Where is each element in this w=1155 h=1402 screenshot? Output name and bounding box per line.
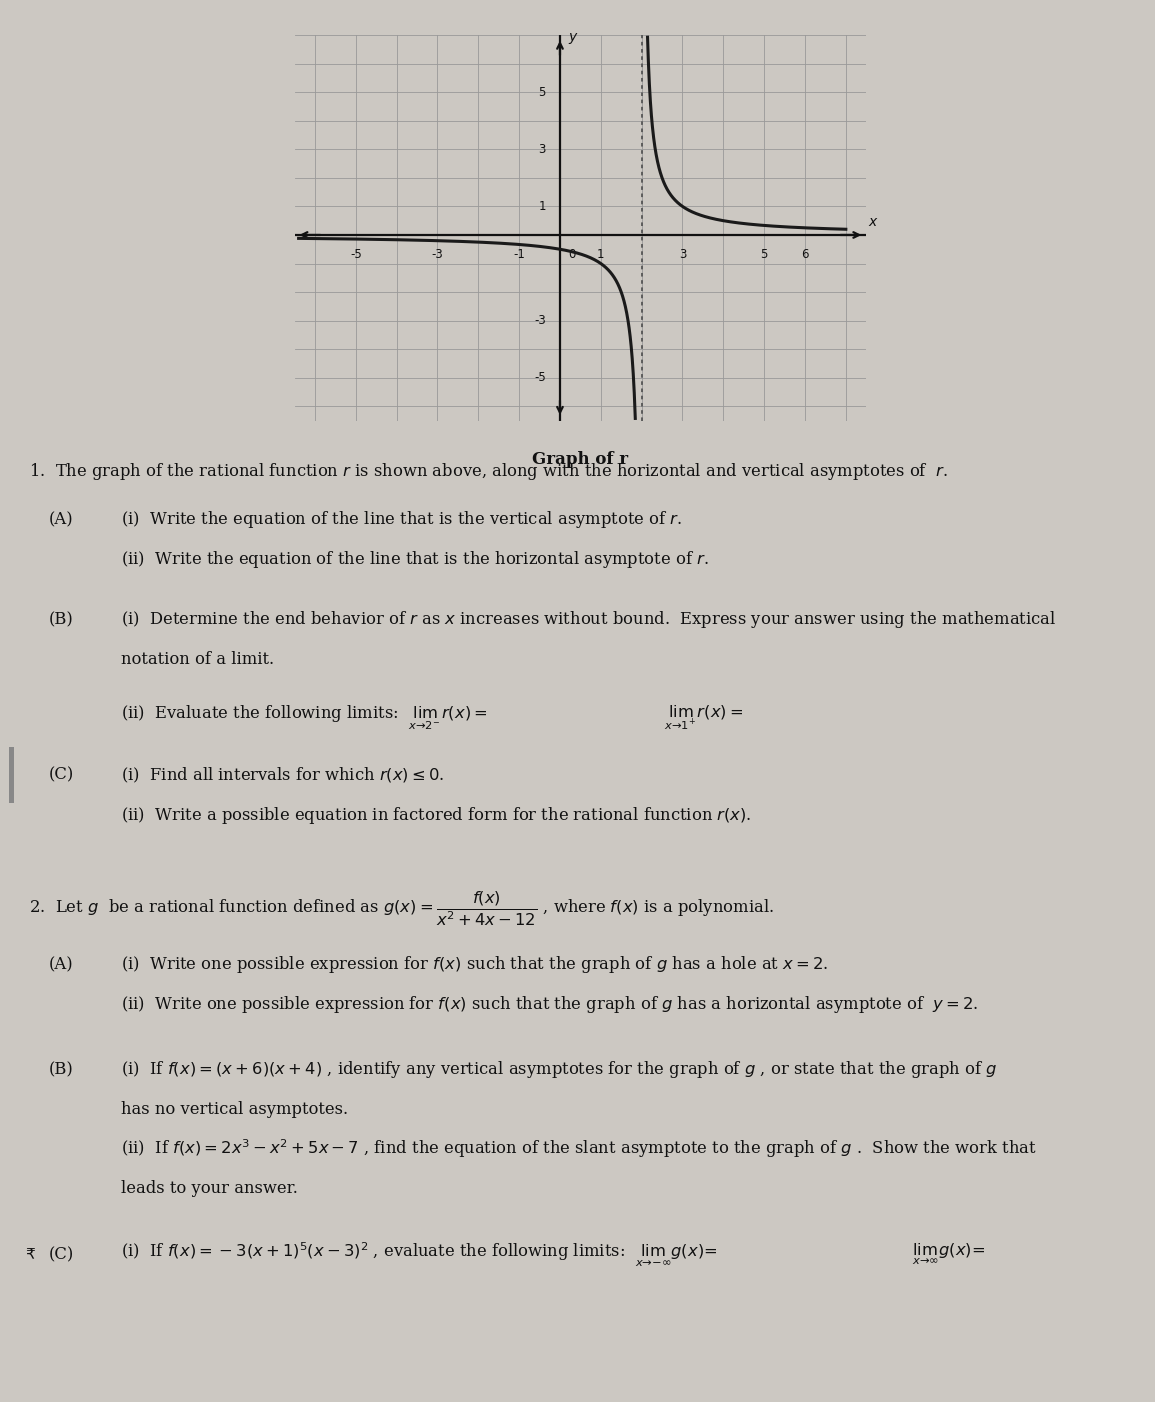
Text: (C): (C) [49,1246,74,1263]
Text: Graph of r: Graph of r [531,451,628,468]
Text: (i)  Write the equation of the line that is the vertical asymptote of $r$.: (i) Write the equation of the line that … [121,509,683,530]
Text: (ii)  Write one possible expression for $f(x)$ such that the graph of $g$ has a : (ii) Write one possible expression for $… [121,994,978,1015]
Text: 2.  Let $g$  be a rational function defined as $g(x)=\dfrac{f(x)}{x^2+4x-12}$ , : 2. Let $g$ be a rational function define… [29,889,774,928]
Text: 5: 5 [760,248,768,261]
Text: (A): (A) [49,510,73,529]
Text: 0: 0 [568,248,575,261]
Text: -5: -5 [350,248,362,261]
Text: (B): (B) [49,611,73,628]
Text: $\lim_{x\to 1^+}r(x)=$: $\lim_{x\to 1^+}r(x)=$ [664,704,744,732]
Text: $x$: $x$ [869,216,879,230]
Text: (i)  If $f(x)=-3(x+1)^5(x-3)^2$ , evaluate the following limits:  $\lim_{x\to -\: (i) If $f(x)=-3(x+1)^5(x-3)^2$ , evaluat… [121,1241,717,1269]
Text: notation of a limit.: notation of a limit. [121,651,275,669]
Text: (ii)  Write the equation of the line that is the horizontal asymptote of $r$.: (ii) Write the equation of the line that… [121,550,709,569]
Text: (C): (C) [49,767,74,784]
Text: 6: 6 [802,248,808,261]
Text: $\lim_{x\to\infty}g(x)=$: $\lim_{x\to\infty}g(x)=$ [912,1242,985,1267]
Text: (ii)  Evaluate the following limits:  $\lim_{x\to 2^-}r(x)=$: (ii) Evaluate the following limits: $\li… [121,704,487,732]
Text: has no vertical asymptotes.: has no vertical asymptotes. [121,1101,349,1119]
Text: 5: 5 [538,86,545,98]
Text: (A): (A) [49,956,73,973]
Text: (ii)  Write a possible equation in factored form for the rational function $r(x): (ii) Write a possible equation in factor… [121,806,752,826]
Text: (i)  Find all intervals for which $r(x)\leq 0$.: (i) Find all intervals for which $r(x)\l… [121,765,445,785]
Text: -1: -1 [513,248,526,261]
Text: -3: -3 [534,314,545,327]
Text: -5: -5 [534,372,545,384]
Text: 3: 3 [679,248,686,261]
Text: leads to your answer.: leads to your answer. [121,1179,298,1197]
Text: (i)  If $f(x)=(x+6)(x+4)$ , identify any vertical asymptotes for the graph of $g: (i) If $f(x)=(x+6)(x+4)$ , identify any … [121,1060,998,1080]
Text: $y$: $y$ [568,31,579,46]
Text: 1.  The graph of the rational function $r$ is shown above, along with the horizo: 1. The graph of the rational function $r… [29,461,948,482]
Text: (ii)  If $f(x)=2x^3-x^2+5x-7$ , find the equation of the slant asymptote to the : (ii) If $f(x)=2x^3-x^2+5x-7$ , find the … [121,1137,1037,1159]
Text: 3: 3 [538,143,545,156]
FancyBboxPatch shape [9,747,14,803]
Text: (i)  Write one possible expression for $f(x)$ such that the graph of $g$ has a h: (i) Write one possible expression for $f… [121,955,829,974]
Text: ₹: ₹ [25,1248,35,1262]
Text: 1: 1 [597,248,604,261]
Text: (i)  Determine the end behavior of $r$ as $x$ increases without bound.  Express : (i) Determine the end behavior of $r$ as… [121,610,1057,629]
Text: 1: 1 [538,200,545,213]
Text: -3: -3 [432,248,444,261]
Text: (B): (B) [49,1061,73,1078]
